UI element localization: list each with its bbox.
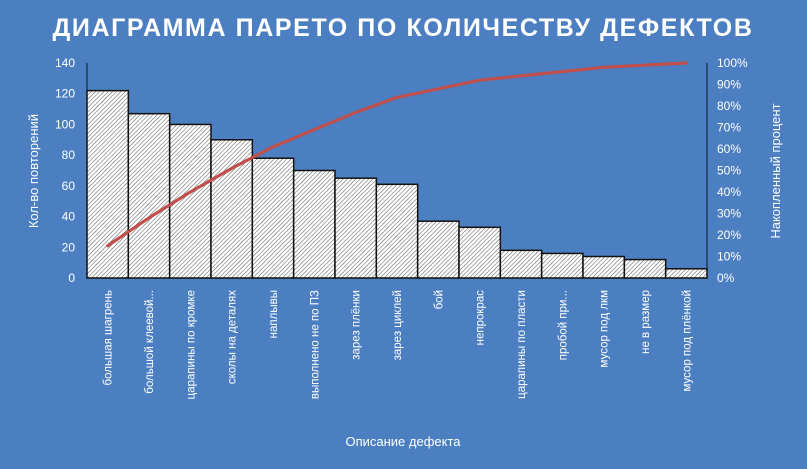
x-category-label: наплывы: [268, 290, 280, 338]
y2-tick-label: 10%: [717, 250, 741, 264]
bar: [292, 169, 336, 279]
bar: [86, 89, 130, 279]
x-category-label: царапины по пласти: [516, 290, 528, 399]
y2-tick-label: 100%: [717, 56, 748, 70]
bar: [375, 183, 419, 279]
y-tick-label: 60: [62, 179, 76, 193]
x-category-label: мусор под плёнкой: [681, 290, 693, 391]
y-tick-label: 140: [55, 56, 75, 70]
y2-axis-title: Накопленный процент: [768, 103, 783, 238]
bar: [540, 252, 584, 279]
y-axis-title: Кол-во повторений: [26, 114, 41, 228]
x-category-label: не в размер: [640, 290, 652, 354]
y2-tick-label: 70%: [717, 121, 741, 135]
x-category-label: царапины по кромке: [185, 290, 197, 399]
x-category-label: большой клеевой...: [144, 290, 156, 394]
y-tick-label: 120: [55, 87, 75, 101]
x-category-label: сколы на деталях: [227, 290, 239, 384]
x-category-label: большая шагрень: [103, 290, 115, 385]
x-category-label: зарез циклей: [392, 290, 404, 360]
bar: [664, 268, 708, 279]
bar: [251, 157, 295, 279]
y-tick-label: 100: [55, 117, 75, 131]
y2-tick-label: 50%: [717, 164, 741, 178]
y-tick-label: 40: [62, 210, 76, 224]
x-category-label: зарез плёнки: [351, 290, 363, 360]
y2-tick-label: 0%: [717, 271, 735, 285]
plot-area: 0 20 40 60 80 100 120 140 0% 10% 20% 30% 40% 50% 60% 70…: [55, 56, 748, 399]
x-category-label: непрокрас: [475, 290, 487, 346]
y2-tick-label: 60%: [717, 142, 741, 156]
bar: [416, 220, 460, 279]
y-tick-label: 80: [62, 148, 76, 162]
chart-title: ДИАГРАММА ПАРЕТО ПО КОЛИЧЕСТВУ ДЕФЕКТОВ: [52, 14, 753, 42]
x-category-label: бой: [433, 290, 445, 309]
x-category-label: выполнено не по ПЗ: [309, 290, 321, 399]
x-category-label: пробой при...: [557, 290, 569, 360]
y2-tick-label: 80%: [717, 99, 741, 113]
y-tick-label: 20: [62, 240, 76, 254]
y2-tick-label: 40%: [717, 185, 741, 199]
y-tick-label: 0: [68, 271, 75, 285]
y2-tick-label: 20%: [717, 228, 741, 242]
bar: [127, 112, 171, 279]
bar: [334, 177, 378, 279]
bar: [458, 226, 502, 279]
y2-tick-label: 30%: [717, 207, 741, 221]
bar: [499, 249, 543, 279]
x-category-label: мусор под лкм: [599, 290, 611, 368]
cumulative-percent-line: [106, 61, 688, 248]
bar: [582, 255, 626, 279]
bar: [623, 258, 667, 279]
y2-tick-label: 90%: [717, 78, 741, 92]
x-axis-title: Описание дефекта: [345, 434, 461, 449]
